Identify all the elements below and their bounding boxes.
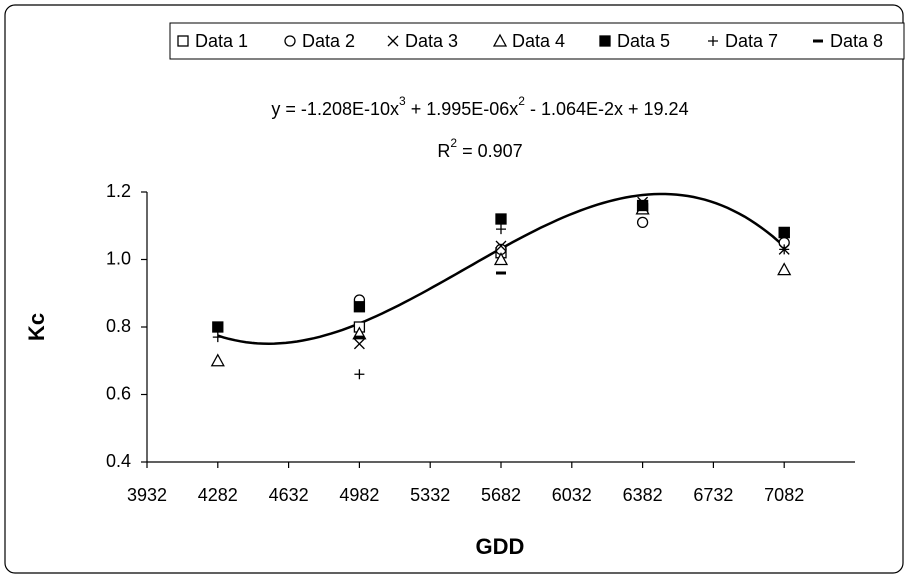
superscript: 2	[518, 94, 525, 108]
legend-label: Data 4	[512, 31, 565, 51]
legend-label: Data 2	[302, 31, 355, 51]
text-part: R	[437, 141, 450, 161]
y-axis-title: Kc	[24, 313, 49, 341]
legend-label: Data 7	[725, 31, 778, 51]
superscript: 3	[399, 94, 406, 108]
x-tick-label: 6732	[693, 485, 733, 505]
legend-marker	[177, 35, 189, 47]
x-tick-label: 3932	[127, 485, 167, 505]
marker	[495, 213, 507, 225]
x-tick-label: 7082	[764, 485, 804, 505]
legend-marker	[708, 36, 718, 46]
x-tick-label: 5332	[410, 485, 450, 505]
y-tick-label: 0.6	[106, 383, 131, 403]
marker	[354, 369, 365, 380]
legend-marker	[492, 33, 508, 47]
superscript: 2	[450, 136, 457, 150]
marker	[495, 240, 507, 252]
text-part: = 0.907	[457, 141, 523, 161]
marker	[779, 244, 790, 255]
chart-border	[4, 4, 904, 574]
legend-marker	[387, 35, 399, 47]
x-tick-label: 4282	[198, 485, 238, 505]
x-tick-label: 6032	[552, 485, 592, 505]
legend-label: Data 3	[405, 31, 458, 51]
legend-label: Data 1	[195, 31, 248, 51]
y-tick-label: 1.0	[106, 248, 131, 268]
text-part: + 1.995E-06x	[406, 99, 519, 119]
y-tick-label: 1.2	[106, 181, 131, 201]
marker	[777, 262, 792, 276]
marker	[210, 353, 225, 367]
marker	[353, 338, 365, 350]
marker	[636, 216, 649, 229]
marker	[496, 224, 506, 235]
y-tick-label: 0.4	[106, 451, 131, 471]
marker	[212, 321, 224, 333]
legend-marker	[284, 35, 296, 47]
text-part: - 1.064E-2x + 19.24	[525, 99, 689, 119]
x-axis-title: GDD	[476, 534, 525, 559]
legend-label: Data 5	[617, 31, 670, 51]
x-tick-label: 4632	[269, 485, 309, 505]
y-tick-label: 0.8	[106, 316, 131, 336]
trend-equation: y = -1.208E-10x3 + 1.995E-06x2 - 1.064E-…	[271, 94, 688, 119]
x-tick-label: 5682	[481, 485, 521, 505]
r-squared: R2 = 0.907	[437, 136, 522, 161]
x-tick-label: 4982	[339, 485, 379, 505]
marker	[212, 332, 223, 343]
x-tick-label: 6382	[623, 485, 663, 505]
marker	[353, 301, 366, 313]
marker	[778, 226, 790, 239]
legend-label: Data 8	[830, 31, 883, 51]
marker	[493, 252, 509, 266]
text-part: y = -1.208E-10x	[271, 99, 399, 119]
legend-marker	[599, 35, 611, 47]
